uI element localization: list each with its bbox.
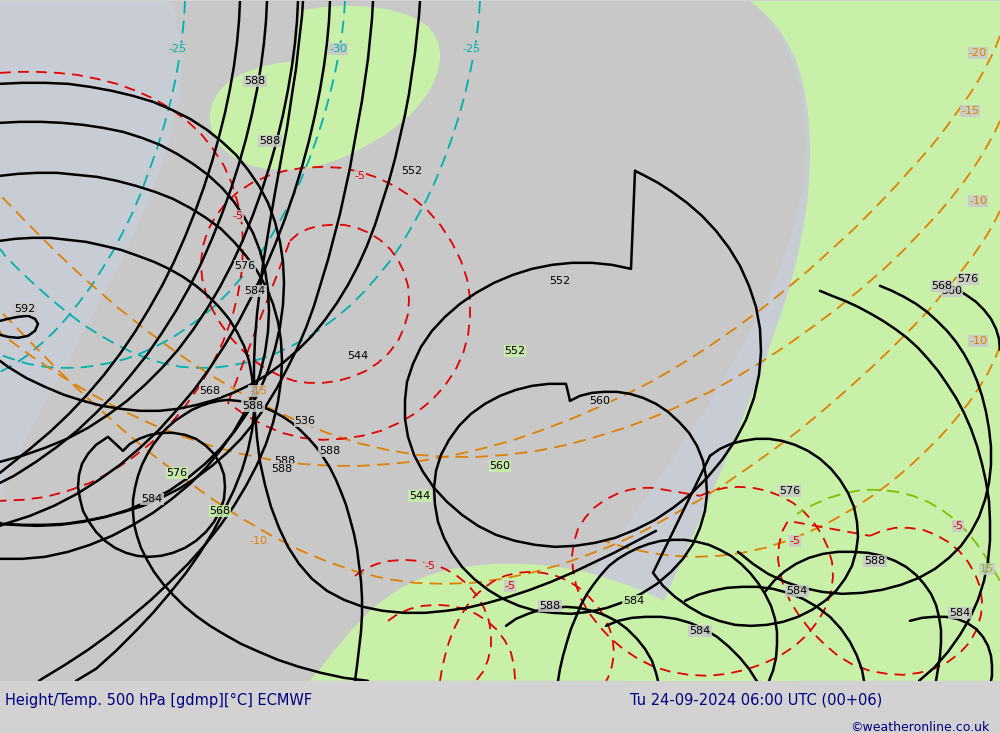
Text: -5: -5 [424, 561, 436, 571]
Text: -5: -5 [232, 211, 244, 221]
Text: 584: 584 [786, 586, 808, 596]
Text: 568: 568 [931, 281, 953, 291]
Text: 552: 552 [504, 346, 526, 356]
Polygon shape [210, 6, 440, 170]
Text: ©weatheronline.co.uk: ©weatheronline.co.uk [851, 721, 990, 733]
Polygon shape [310, 564, 800, 681]
Text: 592: 592 [14, 304, 36, 314]
Text: 568: 568 [199, 386, 221, 396]
Text: 552: 552 [549, 276, 571, 286]
Text: 568: 568 [209, 506, 231, 516]
Text: -25: -25 [169, 44, 187, 54]
Text: 588: 588 [864, 556, 886, 566]
Text: 560: 560 [942, 286, 962, 296]
Text: 584: 584 [949, 608, 971, 618]
Text: 576: 576 [166, 468, 188, 478]
Text: 588: 588 [242, 401, 264, 410]
Text: 584: 584 [244, 286, 266, 296]
Text: 576: 576 [234, 261, 256, 271]
Text: 576: 576 [957, 274, 979, 284]
Text: -15: -15 [249, 386, 267, 396]
Text: -5: -5 [505, 581, 516, 591]
Text: 584: 584 [141, 494, 163, 504]
Text: 588: 588 [319, 446, 341, 456]
Text: -10: -10 [249, 536, 267, 546]
Text: 544: 544 [347, 351, 369, 361]
Text: 584: 584 [623, 596, 645, 606]
Polygon shape [0, 1, 181, 501]
Text: Tu 24-09-2024 06:00 UTC (00+06): Tu 24-09-2024 06:00 UTC (00+06) [630, 693, 882, 707]
Text: 560: 560 [590, 396, 610, 406]
Text: -10: -10 [969, 336, 987, 346]
Text: 536: 536 [294, 416, 316, 426]
Text: 576: 576 [779, 486, 801, 496]
Polygon shape [625, 1, 1000, 681]
Text: 560: 560 [490, 461, 511, 471]
Text: 588: 588 [539, 601, 561, 611]
Text: -25: -25 [463, 44, 481, 54]
Text: 544: 544 [409, 491, 431, 501]
Text: -30: -30 [329, 44, 347, 54]
Text: -15: -15 [961, 106, 979, 116]
Text: 588: 588 [244, 75, 266, 86]
Text: 588: 588 [271, 464, 293, 474]
Text: 588: 588 [259, 136, 281, 146]
Text: -20: -20 [969, 48, 987, 58]
Text: 552: 552 [401, 166, 423, 176]
Text: -5: -5 [354, 171, 366, 181]
Text: 588: 588 [274, 456, 296, 466]
Text: 584: 584 [689, 626, 711, 636]
Text: -10: -10 [969, 196, 987, 206]
Text: -5: -5 [790, 536, 800, 546]
Polygon shape [510, 1, 1000, 681]
Text: Height/Temp. 500 hPa [gdmp][°C] ECMWF: Height/Temp. 500 hPa [gdmp][°C] ECMWF [5, 693, 312, 707]
Text: 15: 15 [980, 564, 994, 574]
Text: -5: -5 [952, 521, 964, 531]
Polygon shape [0, 1, 1000, 681]
